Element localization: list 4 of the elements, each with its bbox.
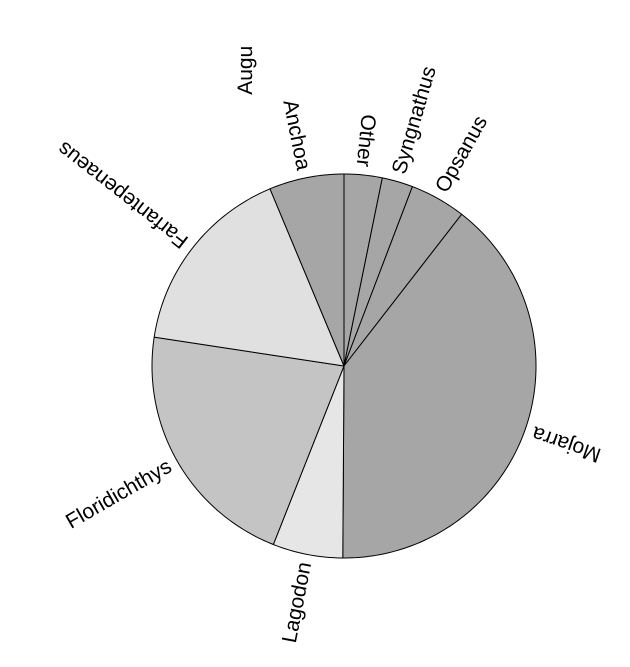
slice-label: Anchoa (283, 101, 308, 172)
slice-label: Other (357, 115, 376, 167)
slice-label: Lagodon (282, 563, 311, 642)
chart-title: Augu (238, 47, 256, 95)
